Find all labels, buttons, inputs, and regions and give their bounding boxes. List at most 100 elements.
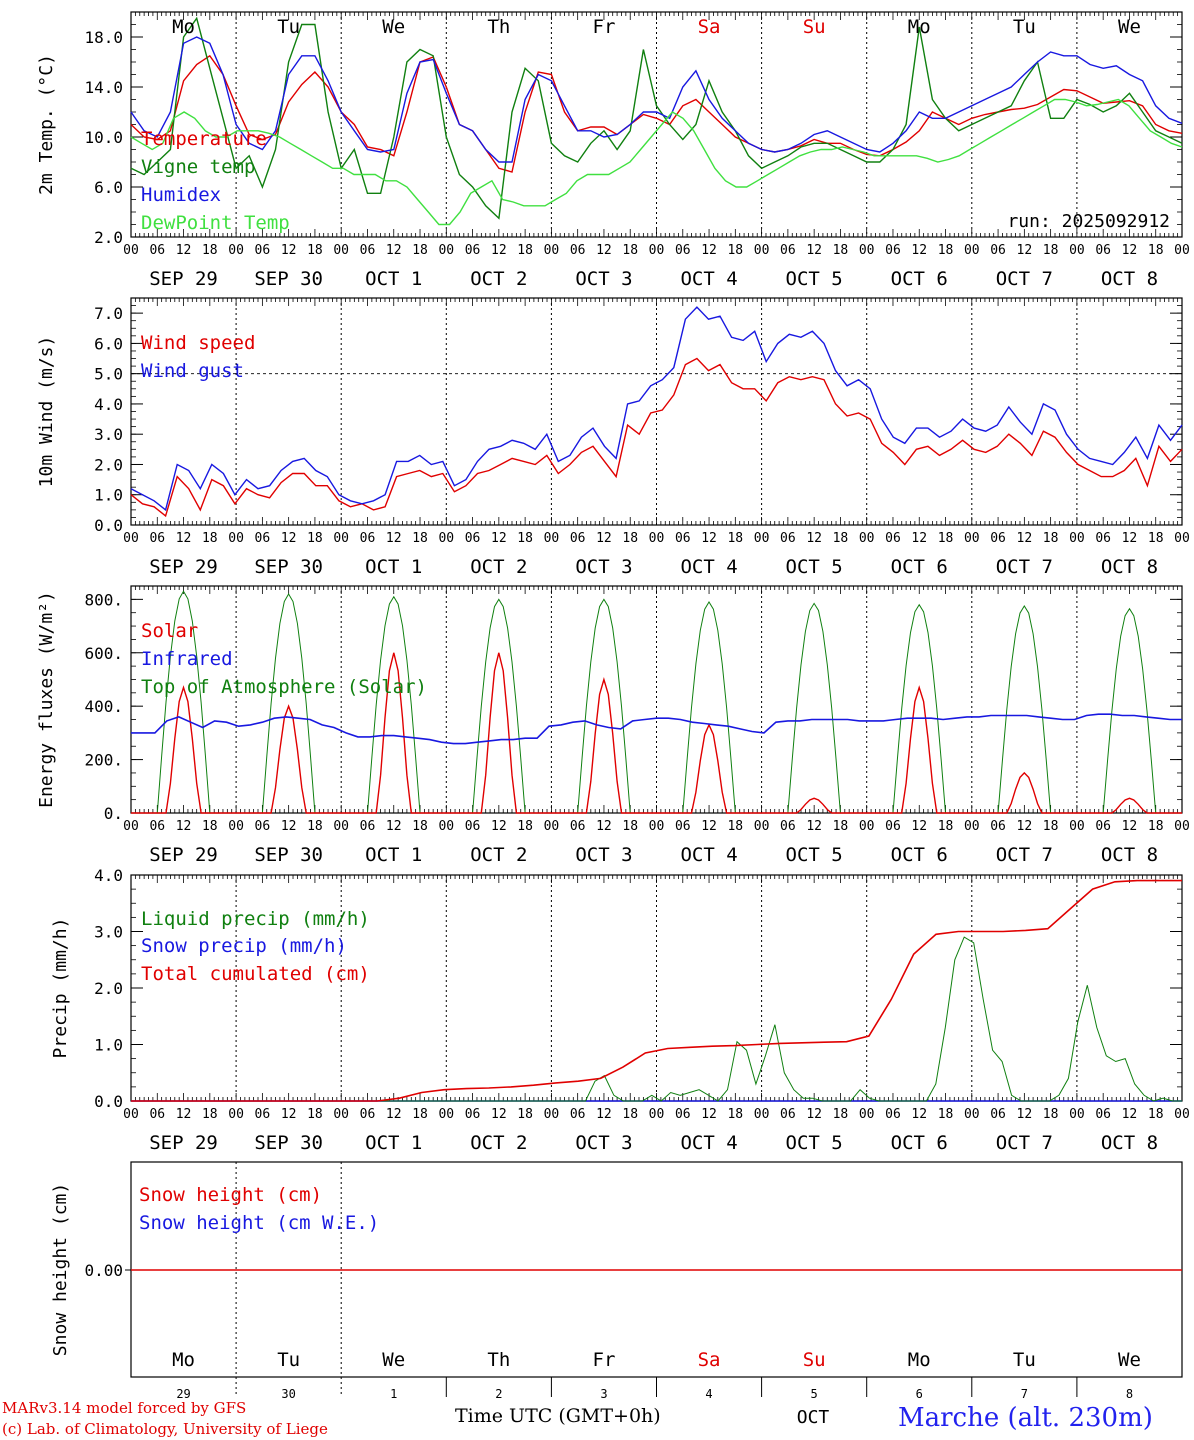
hour-label: 18 (1043, 243, 1059, 258)
date-label: OCT 8 (1101, 1132, 1158, 1154)
y-tick-label: 6.0 (94, 334, 123, 353)
date-label: OCT 6 (891, 1132, 948, 1154)
hour-label: 18 (938, 243, 954, 258)
panel-4: 00 06 12 18 00 06 12 18 00 06 12 18 00 06 12 18 00 06 12 18… (50, 866, 1190, 1154)
hour-label: 18 (622, 1107, 638, 1122)
series-line-temperature (130, 54, 1183, 173)
legend-entry: Top of Atmosphere (Solar) (141, 676, 427, 698)
hour-label: 18 (1043, 1107, 1059, 1122)
hour-label: 12 (491, 819, 507, 834)
y-tick-label: 600. (84, 644, 123, 663)
hour-label: 18 (202, 531, 218, 546)
hour-label: 18 (202, 243, 218, 258)
y-tick-label: 0.0 (94, 1092, 123, 1111)
hour-label: 06 (149, 1107, 165, 1122)
panel-1: 00 06 12 18 00 06 12 18 00 06 12 18 00 06 12 18 00 06 12 18… (36, 11, 1190, 290)
date-label: OCT 2 (470, 1132, 527, 1154)
hour-label: 18 (412, 531, 428, 546)
hour-label: 00 (964, 243, 980, 258)
date-label: SEP 30 (254, 268, 323, 290)
hour-label: 06 (360, 531, 376, 546)
hour-label: 00 (754, 531, 770, 546)
date-label: OCT 4 (680, 844, 737, 866)
date-label: SEP 30 (254, 1132, 323, 1154)
hour-label: 00 (1069, 531, 1085, 546)
y-axis-title: Energy fluxes (W/m²) (36, 591, 57, 808)
station-name: Marche (alt. 230m) (898, 1403, 1153, 1433)
weekday-label: Tu (277, 1349, 300, 1371)
y-tick-label: 4.0 (94, 395, 123, 414)
date-label: SEP 29 (149, 844, 218, 866)
hour-label: 00 (649, 243, 665, 258)
date-label: OCT 4 (680, 1132, 737, 1154)
hour-label: 06 (360, 1107, 376, 1122)
hour-label: 18 (202, 1107, 218, 1122)
date-label: OCT 3 (575, 844, 632, 866)
date-label: SEP 29 (149, 268, 218, 290)
date-label: OCT 1 (365, 268, 422, 290)
hour-label: 00 (1069, 819, 1085, 834)
legend-entry: Wind speed (141, 332, 255, 354)
weekday-label: Su (803, 1349, 826, 1371)
date-label: OCT 6 (891, 268, 948, 290)
day-number: 1 (390, 1387, 397, 1401)
hour-label: 06 (255, 531, 271, 546)
hour-label: 18 (622, 243, 638, 258)
series-line-dewpoint-temp (130, 98, 1183, 226)
hour-label: 12 (1017, 243, 1033, 258)
date-label: OCT 2 (470, 844, 527, 866)
hour-label: 12 (596, 819, 612, 834)
hour-label: 06 (149, 531, 165, 546)
hour-label: 00 (859, 531, 875, 546)
hour-label: 12 (701, 243, 717, 258)
hour-label: 12 (701, 1107, 717, 1122)
hour-label: 06 (990, 243, 1006, 258)
hour-label: 00 (123, 819, 139, 834)
hour-label: 18 (833, 819, 849, 834)
weekday-label: Sa (698, 1349, 721, 1371)
hour-label: 06 (885, 243, 901, 258)
hour-label: 18 (412, 243, 428, 258)
y-tick-label: 0. (104, 804, 123, 823)
weekday-label: We (382, 16, 405, 38)
legend-entry: Snow height (cm W.E.) (139, 1212, 379, 1234)
y-tick-label: 2.0 (94, 455, 123, 474)
hour-label: 06 (465, 1107, 481, 1122)
date-label: OCT 5 (786, 844, 843, 866)
weekday-label: Sa (698, 16, 721, 38)
lab-credit: (c) Lab. of Climatology, University of L… (2, 1420, 328, 1438)
series-line-wind-speed (130, 357, 1183, 518)
weekday-label: We (1118, 16, 1141, 38)
legend-entry: Liquid precip (mm/h) (141, 908, 370, 930)
hour-label: 12 (176, 243, 192, 258)
y-tick-label: 6.0 (94, 178, 123, 197)
hour-label: 12 (1122, 1107, 1138, 1122)
date-label: OCT 1 (365, 1132, 422, 1154)
hour-label: 00 (754, 1107, 770, 1122)
weekday-label: We (1118, 1349, 1141, 1371)
hour-label: 12 (176, 1107, 192, 1122)
hour-label: 06 (570, 531, 586, 546)
hour-label: 00 (333, 531, 349, 546)
hour-label: 00 (649, 819, 665, 834)
date-label: OCT 6 (891, 556, 948, 578)
hour-label: 18 (202, 819, 218, 834)
hour-label: 00 (859, 1107, 875, 1122)
hour-label: 12 (806, 1107, 822, 1122)
hour-label: 00 (964, 819, 980, 834)
hour-label: 18 (622, 531, 638, 546)
hour-label: 00 (123, 531, 139, 546)
hour-label: 06 (780, 243, 796, 258)
date-label: OCT 1 (365, 556, 422, 578)
hour-label: 00 (438, 531, 454, 546)
date-label: OCT 2 (470, 556, 527, 578)
date-label: OCT 7 (996, 1132, 1053, 1154)
hour-label: 12 (281, 531, 297, 546)
hour-label: 12 (911, 243, 927, 258)
hour-label: 12 (176, 819, 192, 834)
hour-label: 00 (1174, 243, 1190, 258)
hour-label: 00 (859, 819, 875, 834)
day-number: 6 (916, 1387, 923, 1401)
hour-label: 12 (701, 819, 717, 834)
weekday-label: Mo (908, 16, 931, 38)
